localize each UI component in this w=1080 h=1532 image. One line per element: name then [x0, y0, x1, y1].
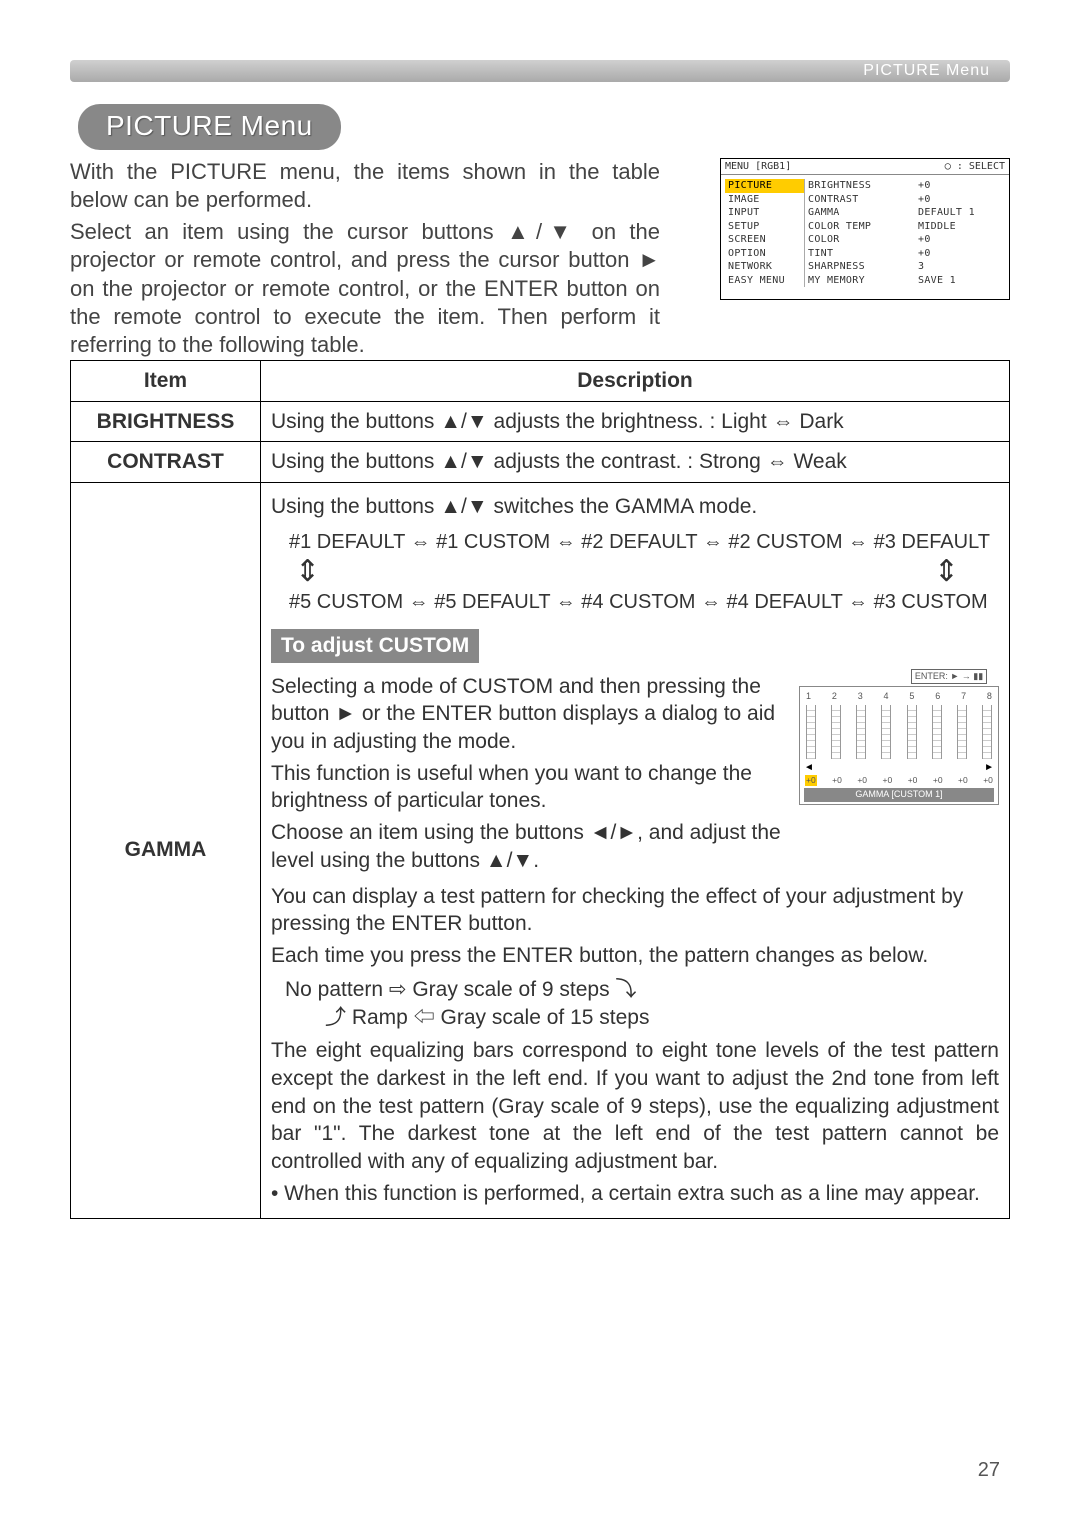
osd-item: EASY MENU [725, 274, 804, 288]
osd-item: TINT [805, 247, 915, 261]
description-table: Item Description BRIGHTNESS Using the bu… [70, 360, 1010, 1219]
row-contrast-label: CONTRAST [71, 442, 261, 483]
osd-col-values: +0 +0 DEFAULT 1 MIDDLE +0 +0 3 SAVE 1 [915, 179, 1005, 287]
eq-num: 3 [858, 691, 863, 703]
header-bar: PICTURE Menu [70, 60, 1010, 82]
row-brightness-desc: Using the buttons ▲/▼ adjusts the bright… [261, 401, 1010, 442]
osd-item: +0 [915, 247, 1005, 261]
eq-val: +0 [857, 775, 867, 786]
row-contrast-desc: Using the buttons ▲/▼ adjusts the contra… [261, 442, 1010, 483]
th-item: Item [71, 361, 261, 402]
eq-bar [806, 705, 816, 759]
osd-item: SETUP [725, 220, 804, 234]
intro-p2: Select an item using the cursor buttons … [70, 218, 660, 359]
osd-item: +0 [915, 179, 1005, 193]
gamma-flow-bot: #5 CUSTOM ⇔ #5 DEFAULT ⇔ #4 CUSTOM ⇔ #4 … [289, 587, 999, 617]
eq-bar [932, 705, 942, 759]
eq-val: +0 [883, 775, 893, 786]
eq-label: GAMMA [CUSTOM 1] [804, 788, 994, 802]
eq-val: +0 [832, 775, 842, 786]
eq-val: +0 [958, 775, 968, 786]
osd-menu: MENU [RGB1] ◯ : SELECT PICTURE IMAGE INP… [720, 158, 1010, 300]
gamma-subheader: To adjust CUSTOM [271, 629, 479, 663]
eq-num: 1 [806, 691, 811, 703]
osd-item: DEFAULT 1 [915, 206, 1005, 220]
row-gamma-desc: Using the buttons ▲/▼ switches the GAMMA… [261, 483, 1010, 1218]
eq-bar [907, 705, 917, 759]
row-gamma-label: GAMMA [71, 483, 261, 1218]
osd-col-params: BRIGHTNESS CONTRAST GAMMA COLOR TEMP COL… [805, 179, 915, 287]
osd-item: MIDDLE [915, 220, 1005, 234]
osd-item: NETWORK [725, 260, 804, 274]
gamma-custom-p1: Selecting a mode of CUSTOM and then pres… [271, 673, 789, 756]
osd-col-categories: PICTURE IMAGE INPUT SETUP SCREEN OPTION … [725, 179, 805, 287]
osd-item: +0 [915, 233, 1005, 247]
osd-item: +0 [915, 193, 1005, 207]
eq-bar [856, 705, 866, 759]
eq-num: 7 [961, 691, 966, 703]
gamma-line1: Using the buttons ▲/▼ switches the GAMMA… [271, 493, 999, 521]
osd-item: COLOR [805, 233, 915, 247]
eq-val: +0 [908, 775, 918, 786]
intro-block: With the PICTURE menu, the items shown i… [70, 158, 660, 363]
page-number: 27 [978, 1459, 1000, 1482]
eq-bar [957, 705, 967, 759]
osd-item: CONTRAST [805, 193, 915, 207]
osd-title-right: ◯ : SELECT [945, 161, 1005, 172]
eq-val: +0 [805, 775, 817, 786]
osd-item: MY MEMORY [805, 274, 915, 288]
osd-item: IMAGE [725, 193, 804, 207]
gamma-custom-p2: This function is useful when you want to… [271, 760, 789, 815]
gamma-custom-p3: Choose an item using the buttons ◄/►, an… [271, 819, 789, 874]
osd-title-left: MENU [RGB1] [725, 161, 791, 172]
th-desc: Description [261, 361, 1010, 402]
osd-item: COLOR TEMP [805, 220, 915, 234]
eq-num: 5 [909, 691, 914, 703]
osd-item: INPUT [725, 206, 804, 220]
osd-item: SHARPNESS [805, 260, 915, 274]
gamma-flow-top: #1 DEFAULT ⇔ #1 CUSTOM ⇔ #2 DEFAULT ⇔ #2… [289, 527, 999, 557]
gamma-test-p2: Each time you press the ENTER button, th… [271, 942, 999, 970]
osd-item: SAVE 1 [915, 274, 1005, 288]
eq-bar [982, 705, 992, 759]
osd-item: PICTURE [725, 179, 804, 193]
gamma-bars-p: The eight equalizing bars correspond to … [271, 1037, 999, 1176]
osd-item: OPTION [725, 247, 804, 261]
equalizer-diagram: ENTER: ► → ▮▮ 1 2 3 4 5 6 7 8 [799, 669, 999, 805]
gamma-test-p1: You can display a test pattern for check… [271, 883, 999, 938]
osd-item: 3 [915, 260, 1005, 274]
row-brightness-label: BRIGHTNESS [71, 401, 261, 442]
eq-num: 8 [987, 691, 992, 703]
eq-bar [881, 705, 891, 759]
osd-item: GAMMA [805, 206, 915, 220]
eq-num: 2 [832, 691, 837, 703]
gamma-pattern-a: No pattern ⇨ Gray scale of 9 steps ⤵ [285, 976, 999, 1004]
gamma-flow-arrows: ⇕⇕ [289, 557, 999, 587]
intro-p1: With the PICTURE menu, the items shown i… [70, 158, 660, 214]
page-title: PICTURE Menu [78, 104, 341, 150]
gamma-bullet: • When this function is performed, a cer… [271, 1180, 999, 1208]
eq-num: 4 [884, 691, 889, 703]
osd-item: SCREEN [725, 233, 804, 247]
osd-item: BRIGHTNESS [805, 179, 915, 193]
eq-bar [831, 705, 841, 759]
breadcrumb: PICTURE Menu [863, 62, 990, 80]
eq-val: +0 [983, 775, 993, 786]
eq-num: 6 [935, 691, 940, 703]
eq-enter-label: ENTER: ► → ▮▮ [911, 669, 987, 685]
gamma-pattern-b: ⤴ Ramp ⇦ Gray scale of 15 steps [285, 1004, 999, 1032]
eq-val: +0 [933, 775, 943, 786]
